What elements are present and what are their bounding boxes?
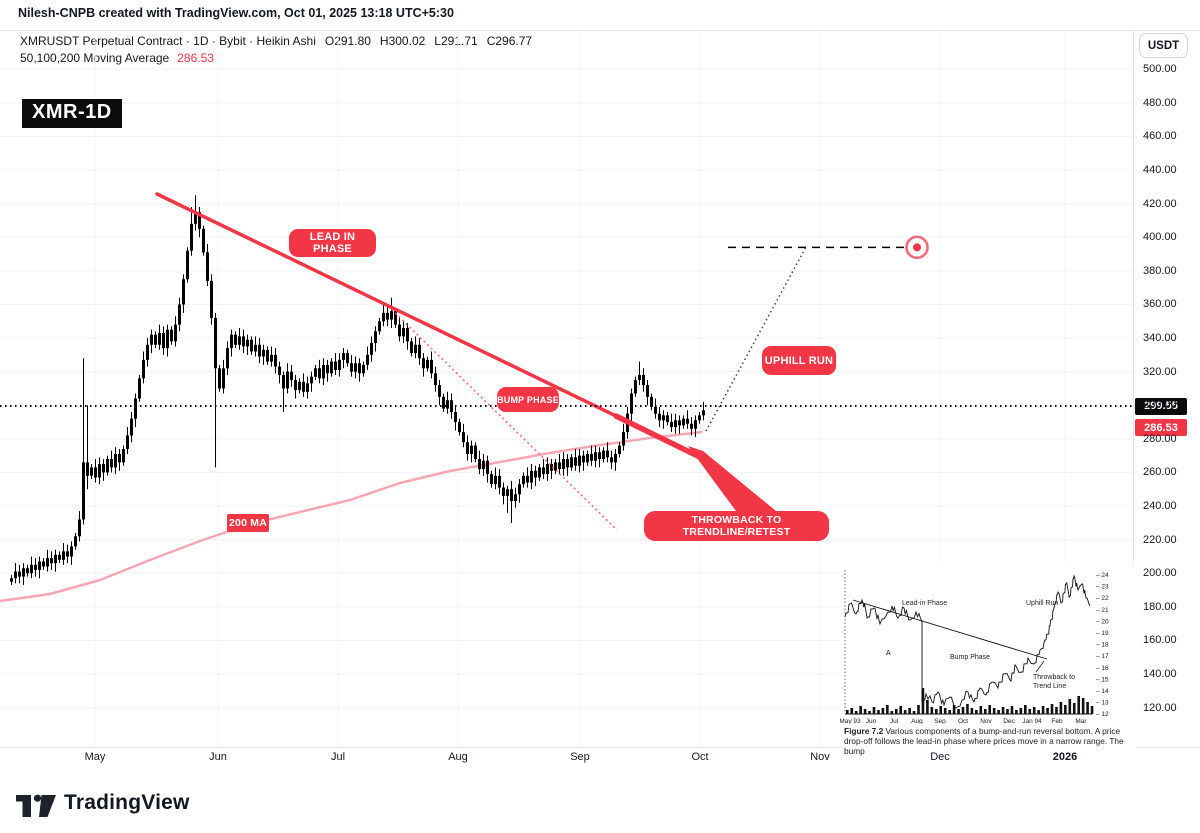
chart-pane[interactable] [0, 30, 1133, 747]
target-marker-dot [913, 243, 921, 252]
svg-text:– 12: – 12 [1096, 711, 1109, 718]
time-axis-label: Jul [330, 751, 346, 763]
minifig-throwback-label-2: Trend Line [1033, 683, 1067, 690]
svg-text:Nov: Nov [980, 718, 992, 724]
price-axis-label: 160.00 [1143, 634, 1177, 647]
price-axis-label: 400.00 [1143, 231, 1177, 244]
annotation-bump-phase[interactable]: BUMP PHASE [497, 387, 559, 412]
svg-text:Jun: Jun [866, 718, 877, 724]
svg-text:– 23: – 23 [1096, 584, 1109, 591]
annotation-lead-in-phase[interactable]: LEAD IN PHASE [289, 229, 376, 257]
svg-text:Jul: Jul [890, 718, 899, 724]
downtrend-line-retest-segment [613, 413, 711, 464]
figure-caption-number: Figure 7.2 [844, 726, 884, 736]
svg-text:Mar: Mar [1075, 718, 1087, 724]
minifig-uphill-label: Uphill Run [1026, 600, 1059, 607]
annotation-uphill-run[interactable]: UPHILL RUN [762, 346, 836, 375]
svg-text:Jan 94: Jan 94 [1022, 718, 1042, 724]
time-axis-label: Aug [448, 751, 468, 763]
tradingview-logo[interactable]: TradingView [16, 787, 190, 819]
currency-unit-button[interactable]: USDT [1139, 33, 1188, 58]
throwback-callout-tail [688, 446, 776, 511]
svg-text:Dec: Dec [1003, 718, 1015, 724]
tradingview-logo-text: TradingView [64, 791, 190, 814]
price-axis-label: 240.00 [1143, 500, 1177, 513]
minifig-lead-in-label: Lead-in Phase [902, 600, 948, 607]
minifig-bump-label: Bump Phase [950, 654, 991, 661]
figure-caption-line2: drop-off follows the lead-in phase where… [844, 736, 1124, 756]
annotation-200ma[interactable]: 200 MA [227, 514, 269, 532]
price-axis-label: 420.00 [1143, 197, 1177, 210]
time-axis-label: Dec [930, 751, 950, 763]
svg-text:– 15: – 15 [1096, 676, 1109, 683]
svg-text:– 13: – 13 [1096, 700, 1109, 707]
ma-200-line [0, 430, 703, 603]
chart-tag-badge[interactable]: XMR-1D [22, 99, 122, 128]
time-axis-label: Nov [810, 751, 830, 763]
pane-top-border [0, 30, 1200, 31]
price-axis-label: 280.00 [1143, 432, 1177, 445]
figure-caption-text: Various components of a bump-and-run rev… [883, 726, 1121, 736]
price-axis-label: 340.00 [1143, 332, 1177, 345]
svg-text:Aug: Aug [911, 718, 923, 724]
svg-text:May 93: May 93 [840, 718, 861, 724]
time-axis-label: Oct [691, 751, 709, 763]
price-axis-label: 120.00 [1143, 701, 1177, 714]
time-axis-label: Jun [209, 751, 227, 763]
price-axis-label: 360.00 [1143, 298, 1177, 311]
price-axis-label: 200.00 [1143, 567, 1177, 580]
price-axis-label: 220.00 [1143, 533, 1177, 546]
dotted-trendline [387, 305, 618, 531]
candles [10, 195, 705, 586]
price-axis-label: 320.00 [1143, 365, 1177, 378]
svg-text:– 16: – 16 [1096, 665, 1109, 672]
svg-text:– 21: – 21 [1096, 607, 1109, 614]
svg-text:Oct: Oct [958, 718, 968, 724]
svg-text:– 22: – 22 [1096, 595, 1109, 602]
time-axis-label: May [84, 751, 106, 763]
svg-text:– 24: – 24 [1096, 572, 1109, 579]
svg-text:– 18: – 18 [1096, 642, 1109, 649]
time-axis-label: Sep [570, 751, 590, 763]
tradingview-logo-icon [16, 794, 56, 817]
price-axis-label: 460.00 [1143, 130, 1177, 143]
ohlc-open: O291.80 [324, 34, 371, 48]
svg-text:Feb: Feb [1051, 718, 1063, 724]
symbol-title: XMRUSDT Perpetual Contract · 1D · Bybit … [20, 34, 316, 48]
minifig-a-mark: A [886, 650, 891, 657]
price-axis-label: 260.00 [1143, 466, 1177, 479]
price-axis-label: 480.00 [1143, 96, 1177, 109]
price-line-badge: 299.55 [1135, 397, 1187, 415]
symbol-legend[interactable]: XMRUSDT Perpetual Contract · 1D · Bybit … [20, 34, 532, 48]
annotation-throwback[interactable]: THROWBACK TO TRENDLINE/RETEST [644, 511, 829, 541]
svg-text:– 19: – 19 [1096, 630, 1109, 637]
svg-text:– 17: – 17 [1096, 653, 1109, 660]
price-axis-label: 500.00 [1143, 63, 1177, 76]
svg-text:– 14: – 14 [1096, 688, 1109, 695]
reference-figure-plot: – 24 – 23 – 22 – 21 – 20 – 19 – 18 – 17 – 16 – 15… [839, 570, 1109, 725]
ohlc-high: H300.02 [379, 34, 426, 48]
price-axis-label: 180.00 [1143, 600, 1177, 613]
minifig-throwback-label-1: Throwback to [1033, 674, 1076, 681]
price-axis-label: 380.00 [1143, 264, 1177, 277]
reference-figure[interactable]: – 24 – 23 – 22 – 21 – 20 – 19 – 18 – 17 – 16 – 15… [839, 562, 1136, 756]
svg-text:Sep: Sep [934, 718, 946, 724]
ohlc-close: C296.77 [486, 34, 533, 48]
figure-caption: Figure 7.2 Various components of a bump-… [844, 726, 1132, 756]
price-axis-label: 300.00 [1143, 399, 1177, 412]
time-axis-border [0, 747, 1200, 748]
ohlc-low: L291.71 [434, 34, 478, 48]
ma-value-badge: 286.53 [1135, 419, 1187, 437]
price-axis-label: 140.00 [1143, 668, 1177, 681]
ma-legend-value: 286.53 [177, 51, 214, 65]
attribution-text: Nilesh-CNPB created with TradingView.com… [18, 6, 454, 20]
svg-text:– 20: – 20 [1096, 618, 1109, 625]
uphill-projection-line [705, 246, 807, 432]
price-axis-label: 440.00 [1143, 164, 1177, 177]
price-axis-border [1133, 30, 1134, 747]
time-axis-label: 2026 [1052, 751, 1078, 763]
